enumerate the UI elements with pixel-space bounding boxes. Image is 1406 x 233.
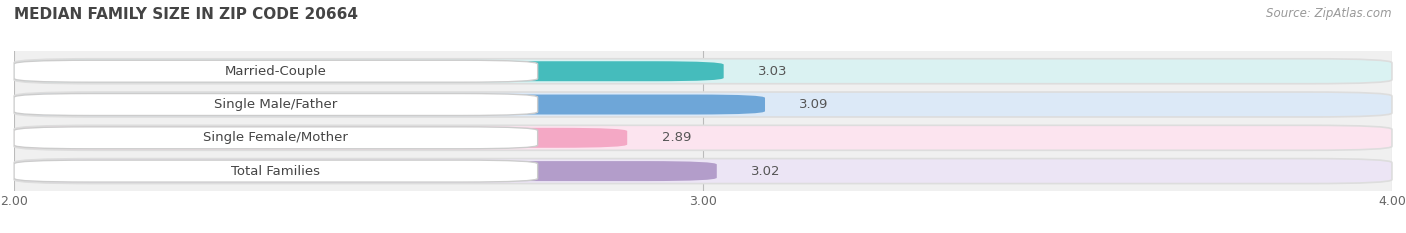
- Text: 3.09: 3.09: [800, 98, 828, 111]
- FancyBboxPatch shape: [14, 127, 537, 149]
- FancyBboxPatch shape: [14, 161, 717, 181]
- Text: Married-Couple: Married-Couple: [225, 65, 326, 78]
- FancyBboxPatch shape: [14, 92, 1392, 117]
- Text: 3.02: 3.02: [751, 164, 780, 178]
- Text: Single Male/Father: Single Male/Father: [214, 98, 337, 111]
- Text: Single Female/Mother: Single Female/Mother: [204, 131, 349, 144]
- FancyBboxPatch shape: [14, 59, 1392, 84]
- Text: 3.03: 3.03: [758, 65, 787, 78]
- Text: MEDIAN FAMILY SIZE IN ZIP CODE 20664: MEDIAN FAMILY SIZE IN ZIP CODE 20664: [14, 7, 359, 22]
- FancyBboxPatch shape: [14, 128, 627, 148]
- FancyBboxPatch shape: [14, 160, 537, 182]
- FancyBboxPatch shape: [14, 93, 537, 116]
- FancyBboxPatch shape: [14, 95, 765, 114]
- Text: Source: ZipAtlas.com: Source: ZipAtlas.com: [1267, 7, 1392, 20]
- Text: Total Families: Total Families: [232, 164, 321, 178]
- FancyBboxPatch shape: [14, 60, 537, 82]
- FancyBboxPatch shape: [14, 61, 724, 81]
- FancyBboxPatch shape: [14, 125, 1392, 150]
- FancyBboxPatch shape: [14, 159, 1392, 184]
- Text: 2.89: 2.89: [662, 131, 690, 144]
